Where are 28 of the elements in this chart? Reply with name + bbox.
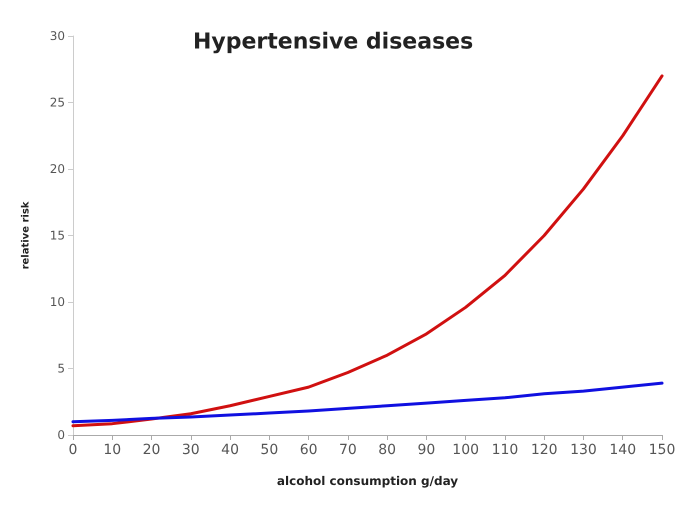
- x-tick-label: 10: [103, 442, 122, 458]
- x-axis-title: alcohol consumption g/day: [276, 474, 458, 488]
- x-tick-label: 30: [182, 442, 200, 458]
- y-tick-label: 25: [50, 96, 65, 110]
- y-tick-label: 30: [50, 29, 65, 43]
- y-tick-label: 5: [57, 362, 65, 376]
- x-tick-label: 110: [492, 442, 518, 458]
- x-tick-label: 130: [570, 442, 597, 458]
- x-tick-label: 90: [417, 442, 436, 458]
- x-tick-label: 120: [530, 442, 558, 458]
- x-tick-label: 0: [68, 442, 78, 458]
- y-tick-label: 20: [50, 162, 65, 176]
- y-tick-label: 10: [50, 295, 65, 309]
- line-series: [72, 74, 664, 428]
- x-tick-label: 50: [260, 442, 278, 458]
- x-tick-label: 100: [452, 442, 480, 458]
- line-series: [72, 382, 664, 424]
- x-tick-label: 80: [378, 442, 396, 458]
- x-tick-label: 140: [609, 442, 636, 458]
- x-tick-label: 70: [338, 442, 357, 458]
- x-tick-label: 20: [142, 442, 160, 458]
- y-axis-title: relative risk: [20, 201, 32, 270]
- y-tick-label: 15: [50, 228, 65, 242]
- x-tick-label: 40: [221, 442, 239, 458]
- x-tick-label: 60: [300, 442, 318, 458]
- chart-title: Hypertensive diseases: [193, 30, 474, 54]
- x-tick-label: 150: [648, 442, 676, 458]
- y-tick-label: 0: [57, 428, 65, 442]
